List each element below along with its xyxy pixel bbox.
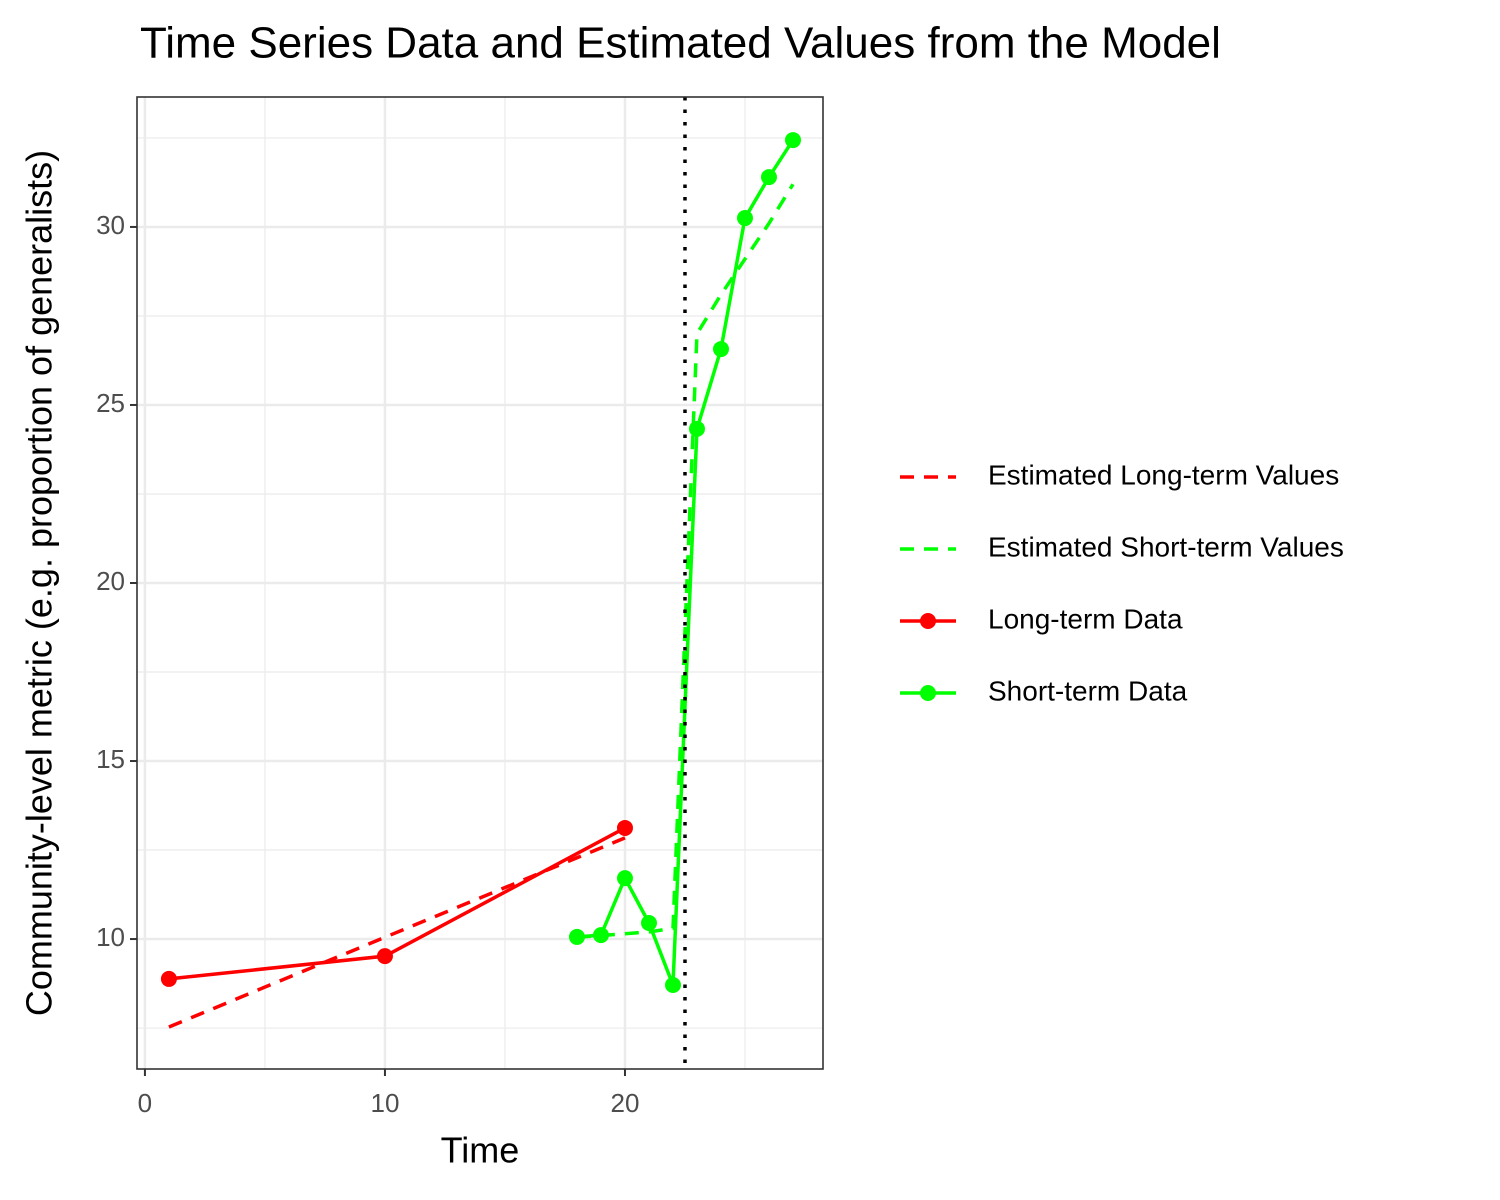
panel-border xyxy=(136,96,824,1070)
data-point xyxy=(616,819,633,836)
x-tick-label: 0 xyxy=(138,1088,152,1118)
data-point xyxy=(376,948,393,965)
y-tick-label: 20 xyxy=(96,566,125,596)
legend-label: Estimated Short-term Values xyxy=(988,531,1344,562)
y-tick-label: 30 xyxy=(96,210,125,240)
legend-marker xyxy=(920,685,936,701)
data-point xyxy=(760,169,777,186)
y-tick-label: 10 xyxy=(96,922,125,952)
data-point xyxy=(640,915,657,932)
legend-marker xyxy=(920,613,936,629)
data-line xyxy=(576,139,795,986)
y-tick-label: 25 xyxy=(96,388,125,418)
legend-label: Estimated Long-term Values xyxy=(988,459,1339,490)
data-point xyxy=(568,928,585,945)
x-axis-label: Time xyxy=(441,1130,520,1171)
estimate-line xyxy=(576,183,795,940)
y-tick-label: 15 xyxy=(96,744,125,774)
legend-label: Long-term Data xyxy=(988,603,1183,634)
data-point xyxy=(616,870,633,887)
data-point xyxy=(592,927,609,944)
data-point xyxy=(712,341,729,358)
x-tick-label: 10 xyxy=(370,1088,399,1118)
data-point xyxy=(688,420,705,437)
data-point xyxy=(664,976,681,993)
estimate-line xyxy=(168,836,626,1029)
chart-title: Time Series Data and Estimated Values fr… xyxy=(140,19,1221,68)
data-point xyxy=(736,210,753,227)
legend-label: Short-term Data xyxy=(988,675,1188,706)
data-point xyxy=(160,970,177,987)
x-tick-label: 20 xyxy=(611,1088,640,1118)
data-point xyxy=(784,132,801,149)
y-axis-label: Community-level metric (e.g. proportion … xyxy=(19,150,60,1016)
